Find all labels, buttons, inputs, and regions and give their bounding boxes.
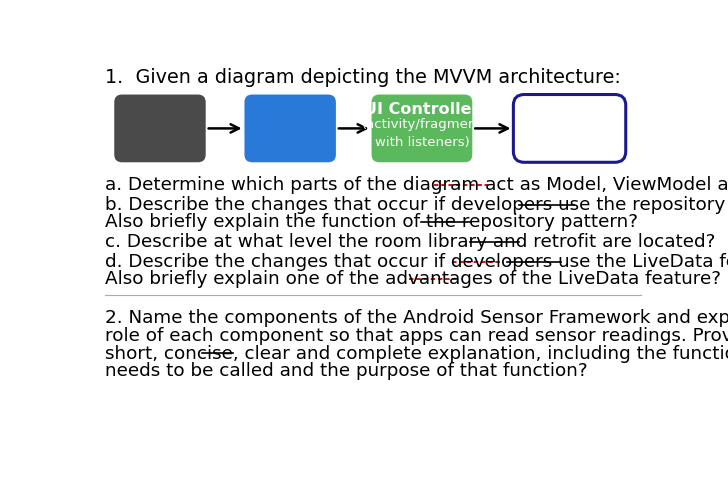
Text: Also briefly explain the function of the repository pattern?: Also briefly explain the function of the… [105, 213, 638, 231]
FancyBboxPatch shape [245, 94, 336, 162]
Text: role of each component so that apps can read sensor readings. Provide a: role of each component so that apps can … [105, 327, 728, 345]
Text: (activity/fragment
with listeners): (activity/fragment with listeners) [362, 118, 482, 149]
Text: UI Controller: UI Controller [364, 102, 480, 117]
Text: Also briefly explain one of the advantages of the LiveData feature?: Also briefly explain one of the advantag… [105, 270, 721, 288]
Text: a. Determine which parts of the diagram act as Model, ViewModel and View?: a. Determine which parts of the diagram … [105, 176, 728, 194]
Text: 2. Name the components of the Android Sensor Framework and explain the: 2. Name the components of the Android Se… [105, 309, 728, 327]
Text: 1.  Given a diagram depicting the MVVM architecture:: 1. Given a diagram depicting the MVVM ar… [105, 68, 621, 87]
Text: d. Describe the changes that occur if developers use the LiveData feature?.: d. Describe the changes that occur if de… [105, 253, 728, 271]
Text: needs to be called and the purpose of that function?: needs to be called and the purpose of th… [105, 362, 587, 381]
FancyBboxPatch shape [513, 94, 626, 162]
FancyBboxPatch shape [371, 94, 472, 162]
Text: c. Describe at what level the room library and retrofit are located?: c. Describe at what level the room libra… [105, 233, 716, 251]
Text: b. Describe the changes that occur if developers use the repository pattern?.: b. Describe the changes that occur if de… [105, 196, 728, 214]
FancyBboxPatch shape [114, 94, 206, 162]
Text: short, concise, clear and complete explanation, including the function that: short, concise, clear and complete expla… [105, 345, 728, 363]
